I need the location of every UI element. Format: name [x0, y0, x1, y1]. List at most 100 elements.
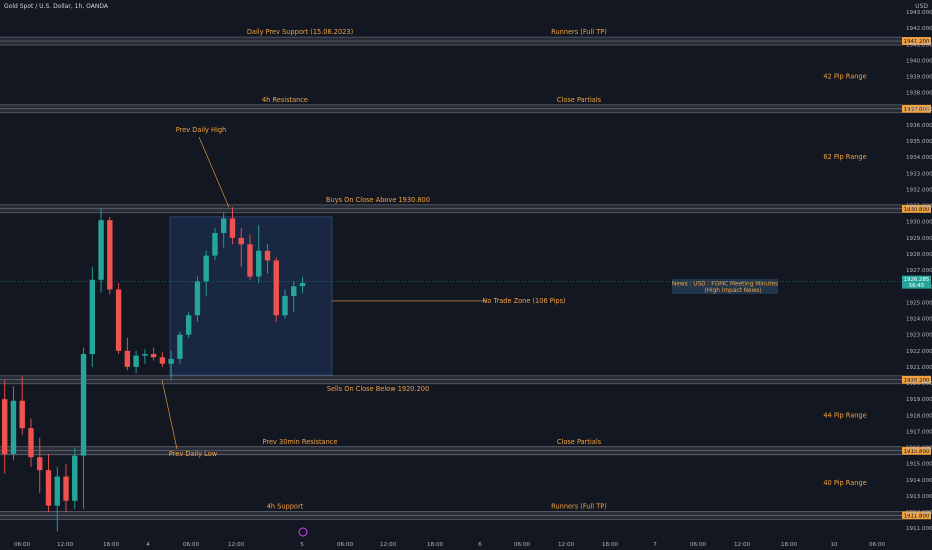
- currency-label: USD: [915, 3, 928, 10]
- candle-body: [203, 255, 209, 282]
- price-tick: 1918.000: [906, 413, 932, 419]
- level-label: Sells On Close Below 1920.200: [327, 385, 429, 393]
- price-tick: 1915.000: [906, 462, 932, 468]
- candle-body: [142, 353, 148, 356]
- candle-body: [124, 350, 131, 367]
- candle-body: [98, 220, 104, 280]
- candle-body: [247, 244, 253, 277]
- price-tick: 1911.000: [906, 526, 932, 532]
- candle-body: [37, 457, 43, 471]
- price-axis[interactable]: 1941.200 1937.000 1930.800 1920.200 1915.800…: [902, 10, 932, 532]
- price-tick: 1932.000: [906, 187, 932, 193]
- time-tick: 18:00: [103, 542, 120, 548]
- candle-body: [89, 279, 95, 354]
- candle-body: [10, 400, 17, 455]
- level-price-tag: [902, 446, 931, 455]
- level-price-tag-text: 1941.200: [904, 39, 930, 45]
- time-tick: 10: [830, 542, 838, 548]
- time-tick: 12:00: [734, 542, 751, 548]
- range-label: 62 Pip Range: [823, 153, 866, 161]
- price-tick: 1917.000: [906, 429, 932, 435]
- level-price-tag-text: 1937.000: [904, 107, 930, 113]
- time-tick: 06:00: [690, 542, 707, 548]
- candle-body: [212, 233, 218, 256]
- candle-body: [63, 476, 69, 501]
- current-price-tag: [902, 275, 931, 289]
- price-tick: 1941.000: [906, 42, 932, 48]
- candle-body: [185, 315, 192, 335]
- candle-body: [159, 357, 166, 364]
- time-tick: 06:00: [337, 542, 354, 548]
- zone-box: [169, 216, 333, 376]
- time-tick: 18:00: [427, 542, 444, 548]
- candle-body: [72, 455, 78, 501]
- price-tick: 1939.000: [906, 75, 932, 81]
- candle-body: [282, 295, 288, 316]
- level-price-tag: [902, 375, 931, 384]
- candle-body: [2, 399, 8, 455]
- price-tick: 1914.000: [906, 478, 932, 484]
- prev-daily-high-leader: [198, 136, 230, 208]
- level-label: Buys On Close Above 1930.800: [326, 196, 430, 204]
- candle-body: [299, 283, 306, 287]
- level-price-tag-text: 1915.800: [904, 449, 930, 455]
- price-tick: 1923.000: [906, 333, 932, 339]
- time-tick: 6: [478, 542, 482, 548]
- price-tick: 1934.000: [906, 155, 932, 161]
- level-right-label: Close Partials: [557, 96, 602, 104]
- price-tick: 1921.000: [906, 365, 932, 371]
- candle-body: [115, 289, 122, 351]
- level-label: 4h Resistance: [262, 96, 308, 104]
- price-tick: 1930.000: [906, 220, 932, 226]
- price-tick: 1943.000: [906, 10, 932, 16]
- candle-body: [221, 218, 227, 234]
- price-tick: 1912.000: [906, 510, 932, 516]
- time-tick: 06:00: [514, 542, 531, 548]
- candle-body: [168, 358, 174, 364]
- level-right-label: Close Partials: [557, 438, 602, 446]
- candle-body: [28, 428, 34, 458]
- prev-daily-low-label: Prev Daily Low: [169, 450, 218, 458]
- price-tick: 1913.000: [906, 494, 932, 500]
- level-price-tag: [902, 104, 931, 113]
- time-tick: 18:00: [781, 542, 798, 548]
- candle-body: [54, 476, 60, 506]
- range-label: 44 Pip Range: [823, 411, 866, 419]
- price-tick: 1929.000: [906, 236, 932, 242]
- candle-body: [150, 353, 157, 358]
- level-price-tag-text: 1911.800: [904, 513, 930, 519]
- prev-daily-low-leader: [161, 379, 178, 450]
- time-tick: 06:00: [869, 542, 886, 548]
- price-tick: 1938.000: [906, 91, 932, 97]
- level-right-label: Runners (Full TP): [551, 502, 607, 510]
- level-price-tag-text: 1930.800: [904, 207, 930, 213]
- price-tick: 1935.000: [906, 139, 932, 145]
- candle-body: [45, 470, 52, 506]
- time-tick: 7: [653, 542, 657, 548]
- current-price-value: 1926.285: [904, 277, 930, 283]
- candle-body: [19, 400, 25, 429]
- level-bands: [0, 36, 902, 520]
- candle-body: [238, 237, 244, 245]
- time-tick: 18:00: [602, 542, 619, 548]
- price-tick: 1919.000: [906, 397, 932, 403]
- time-tick: 12:00: [558, 542, 575, 548]
- news-line1: News : USD : FOMC Meeting Minutes: [672, 282, 778, 288]
- news-box: [672, 279, 778, 294]
- level-price-tag: [902, 511, 931, 520]
- candle-body: [194, 281, 201, 316]
- no-trade-zone[interactable]: No Trade Zone (106 Pips): [169, 216, 566, 376]
- level-right-label: Runners (Full TP): [551, 28, 607, 36]
- time-tick: 5: [300, 542, 304, 548]
- price-tick: 1931.000: [906, 204, 932, 210]
- prev-daily-high-label: Prev Daily High: [176, 126, 226, 134]
- price-tick: 1928.000: [906, 252, 932, 258]
- time-tick: 06:00: [14, 542, 31, 548]
- candle-body: [133, 355, 139, 367]
- level-price-tag: [902, 37, 931, 46]
- time-axis[interactable]: 06:00 12:00 18:00 4 06:00 12:00 5 06:00 12:00 18:…: [14, 527, 886, 548]
- price-tick: 1916.000: [906, 446, 932, 452]
- price-tick: 1924.000: [906, 317, 932, 323]
- time-tick: 12:00: [57, 542, 74, 548]
